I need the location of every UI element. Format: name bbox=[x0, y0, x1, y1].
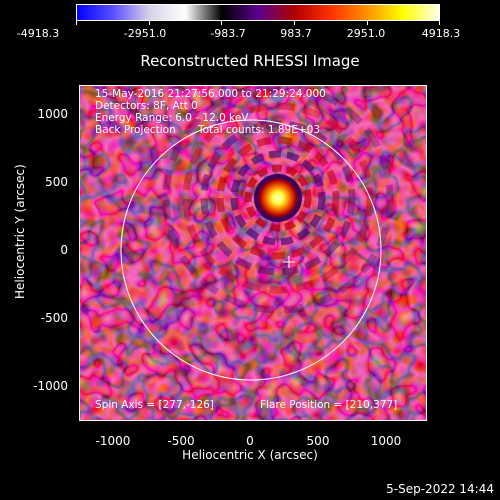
y-tick-label: -500 bbox=[40, 311, 68, 325]
colorbar-label: -4918.3 bbox=[16, 27, 60, 40]
info-energy: Energy Range: 6.0 - 12.0 keV bbox=[95, 112, 249, 124]
fringe-ring bbox=[162, 86, 394, 314]
y-tick-label: 500 bbox=[45, 175, 68, 189]
solar-limb-circle bbox=[120, 119, 382, 381]
info-spin-axis: Spin Axis = [277,-126] bbox=[95, 399, 214, 411]
colorbar-tick bbox=[439, 21, 440, 25]
info-detectors: Detectors: 8F, Att 0 bbox=[95, 100, 198, 112]
spin-axis-cross bbox=[283, 256, 295, 268]
colorbar bbox=[76, 4, 440, 21]
colorbar-tick bbox=[221, 21, 222, 25]
fringe-ring bbox=[200, 120, 356, 276]
x-tick-label: -1000 bbox=[95, 434, 131, 448]
x-axis-label: Heliocentric X (arcsec) bbox=[182, 448, 318, 462]
x-tick-label: 0 bbox=[246, 434, 254, 448]
colorbar-label: 983.7 bbox=[280, 27, 312, 40]
rhessi-image bbox=[79, 85, 427, 421]
plot-date: 5-Sep-2022 14:44 bbox=[386, 482, 494, 496]
colorbar-tick bbox=[294, 21, 295, 25]
info-total-counts: Total counts: 1.89E+03 bbox=[198, 124, 321, 136]
info-method: Back Projection bbox=[95, 124, 176, 136]
colorbar-label: 2951.0 bbox=[346, 27, 386, 40]
x-tick-label: 500 bbox=[306, 434, 330, 448]
colorbar-tick bbox=[149, 21, 150, 25]
info-flare-position: Flare Position = [210,377] bbox=[260, 399, 398, 411]
colorbar-label: -2951.0 bbox=[123, 27, 167, 40]
colorbar-label: 4918.3 bbox=[421, 27, 461, 40]
y-tick-label: -1000 bbox=[33, 379, 68, 393]
plot-title: Reconstructed RHESSI Image bbox=[140, 52, 360, 70]
fringe-ring bbox=[216, 136, 340, 260]
colorbar-tick bbox=[76, 21, 77, 25]
fringe-ring bbox=[244, 164, 312, 232]
x-tick-label: 1000 bbox=[370, 434, 402, 448]
y-axis-label: Heliocentric Y (arcsec) bbox=[13, 164, 27, 299]
x-tick-label: -500 bbox=[167, 434, 195, 448]
fringe-ring bbox=[230, 150, 326, 246]
info-time: 15-May-2016 21:27:56.000 to 21:29:24.000 bbox=[95, 88, 326, 100]
y-tick-label: 1000 bbox=[37, 107, 68, 121]
flare-source bbox=[256, 176, 300, 220]
colorbar-label: -983.7 bbox=[210, 27, 246, 40]
colorbar-tick bbox=[367, 21, 368, 25]
y-tick-label: 0 bbox=[60, 243, 68, 257]
